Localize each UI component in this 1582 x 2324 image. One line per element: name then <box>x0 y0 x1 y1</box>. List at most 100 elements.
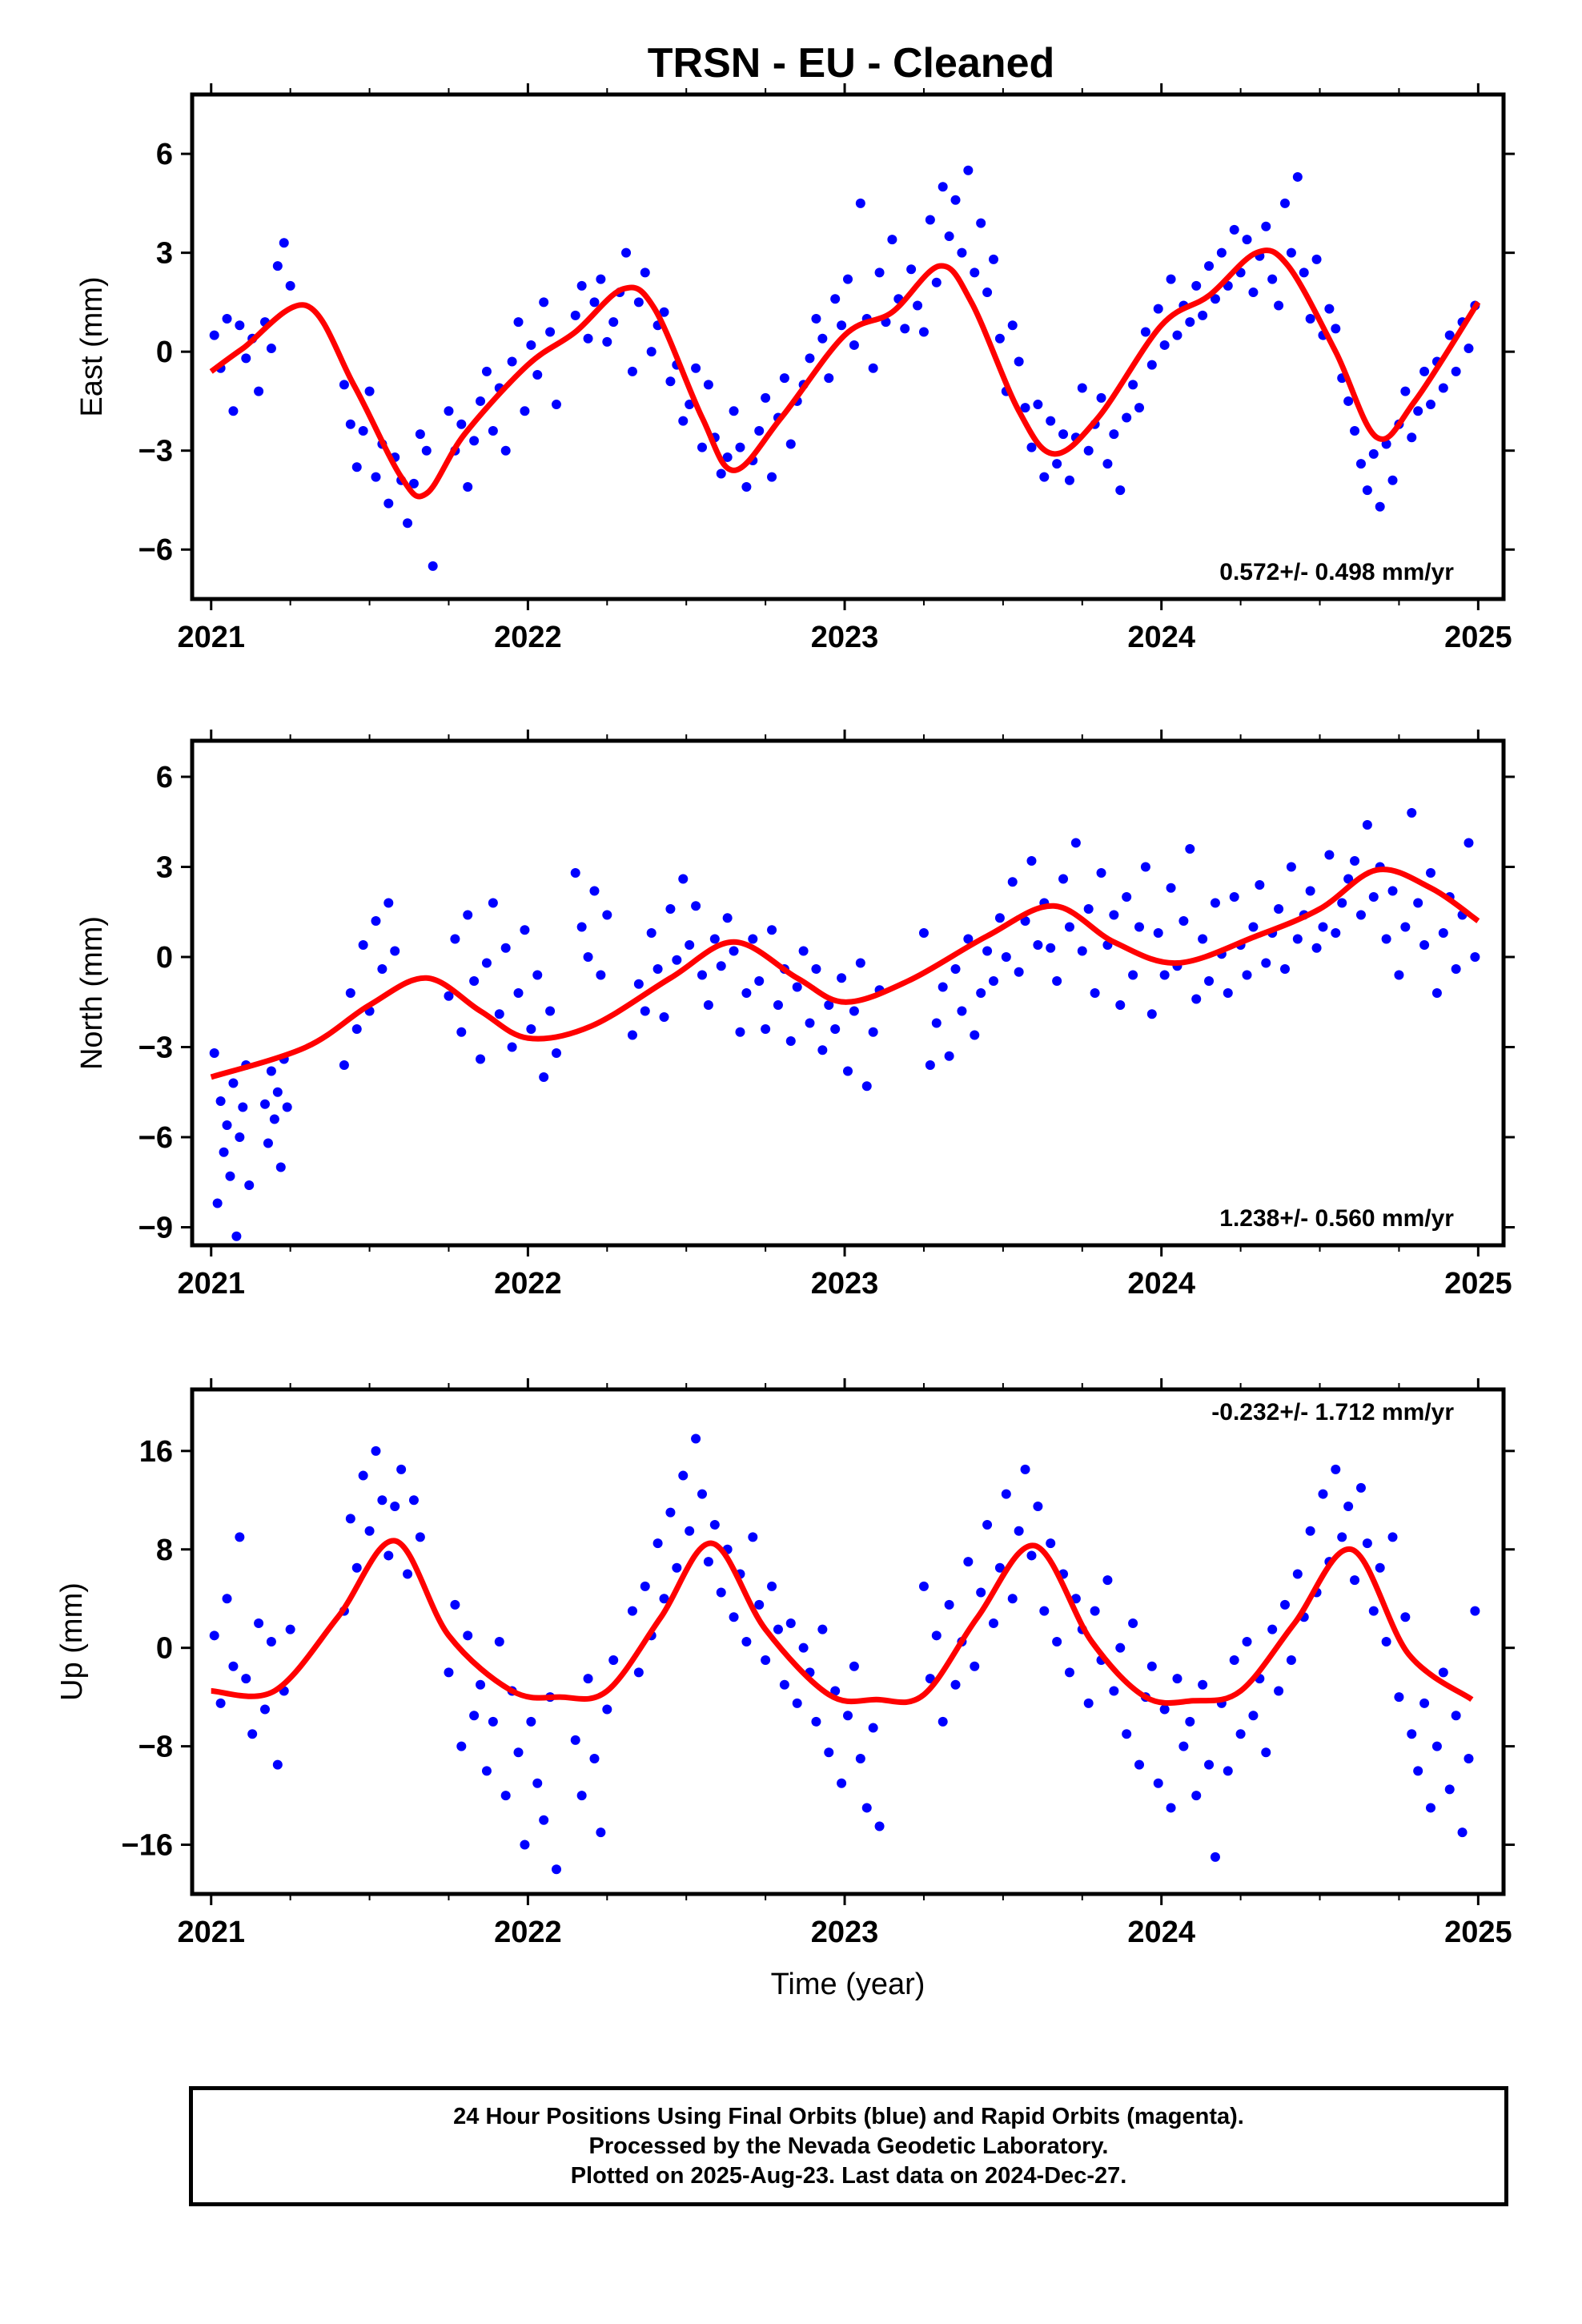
up-point <box>1229 1655 1239 1666</box>
north-point <box>837 973 847 983</box>
up-point <box>1368 1606 1379 1616</box>
east-point <box>1159 340 1170 350</box>
up-point <box>843 1711 853 1721</box>
up-point <box>1375 1562 1385 1573</box>
east-fit-line <box>209 247 1481 500</box>
up-point <box>247 1729 258 1739</box>
up-point <box>1064 1667 1074 1678</box>
north-rate-label: 1.238+/- 0.560 mm/yr <box>1219 1205 1454 1232</box>
up-point <box>266 1637 276 1647</box>
north-point <box>1007 877 1018 887</box>
up-point <box>377 1495 387 1506</box>
up-point <box>1394 1692 1404 1703</box>
north-point <box>225 1171 235 1181</box>
east-point <box>1400 386 1411 396</box>
north-point <box>539 1072 549 1082</box>
north-point <box>456 1027 467 1037</box>
up-point <box>1109 1686 1119 1696</box>
north-point <box>729 946 739 956</box>
up-point <box>627 1606 637 1616</box>
north-point <box>1280 964 1290 974</box>
up-point <box>241 1674 251 1684</box>
up-point <box>1343 1501 1354 1511</box>
up-point <box>222 1594 232 1604</box>
east-ytick-label-3: 3 <box>156 237 173 271</box>
east-point <box>1046 416 1056 426</box>
east-point <box>887 235 897 245</box>
east-point <box>1122 412 1132 423</box>
east-point <box>583 333 593 344</box>
north-point <box>1058 874 1069 884</box>
up-point <box>1305 1526 1315 1536</box>
up-point <box>989 1618 998 1628</box>
north-point <box>1400 922 1411 932</box>
up-point <box>444 1667 454 1678</box>
up-point <box>817 1624 828 1634</box>
north-point <box>1146 1009 1157 1019</box>
north-point <box>640 1006 650 1016</box>
north-point <box>817 1045 828 1055</box>
north-point <box>1248 922 1259 932</box>
north-point <box>824 1000 834 1010</box>
up-fit-line <box>211 1538 1474 1707</box>
north-point <box>526 1024 536 1034</box>
up-point <box>741 1637 752 1647</box>
north-point <box>811 964 821 974</box>
up-point <box>1331 1464 1341 1474</box>
north-point <box>773 1000 783 1010</box>
up-point <box>1039 1606 1050 1616</box>
up-point <box>1274 1686 1284 1696</box>
up-point <box>383 1550 394 1561</box>
east-point <box>830 294 841 304</box>
east-ytick-label-0: −6 <box>139 533 173 567</box>
east-point <box>1286 247 1296 258</box>
north-ytick-label-0: −9 <box>139 1212 173 1245</box>
east-point <box>944 231 954 242</box>
up-point <box>494 1637 504 1647</box>
north-point <box>215 1096 226 1106</box>
north-point <box>1292 934 1303 944</box>
up-point <box>1046 1538 1056 1549</box>
up-point <box>209 1630 219 1641</box>
up-point <box>1419 1698 1430 1708</box>
up-point <box>785 1618 796 1628</box>
east-point <box>589 297 600 308</box>
north-points <box>209 808 1480 1241</box>
north-point <box>500 943 511 953</box>
up-point <box>1387 1532 1398 1542</box>
up-point <box>358 1470 368 1481</box>
north-point <box>1064 922 1074 932</box>
east-point <box>285 280 295 291</box>
north-point <box>552 1048 561 1058</box>
north-point <box>767 925 777 935</box>
north-xtick-label-3: 2024 <box>1127 1267 1195 1301</box>
north-point <box>371 916 381 926</box>
north-point <box>1286 862 1296 872</box>
east-point <box>1407 432 1417 443</box>
up-point <box>697 1489 707 1499</box>
up-point <box>1280 1599 1290 1610</box>
up-point <box>659 1594 669 1604</box>
up-point <box>1153 1778 1163 1788</box>
east-point <box>868 363 878 373</box>
east-point <box>729 406 739 416</box>
east-rate-label: 0.572+/- 0.498 mm/yr <box>1219 559 1454 585</box>
east-point <box>754 426 765 436</box>
north-point <box>950 964 961 974</box>
up-point <box>925 1674 935 1684</box>
up-point <box>1248 1711 1259 1721</box>
east-point <box>241 353 251 364</box>
north-point <box>583 952 593 962</box>
north-point <box>1261 958 1271 968</box>
up-point <box>652 1538 663 1549</box>
north-ytick-label-3: 0 <box>156 941 173 975</box>
east-point <box>358 426 368 436</box>
up-point <box>1020 1464 1030 1474</box>
up-point <box>450 1599 460 1610</box>
north-point <box>1451 964 1461 974</box>
east-point <box>1083 445 1094 456</box>
up-point <box>235 1532 245 1542</box>
north-point <box>1387 886 1398 896</box>
north-point <box>596 970 606 980</box>
panels: −6 −3 0 3 6 2021 2022 2023 2024 2025 East (mm) 0.57… <box>55 83 1515 2001</box>
